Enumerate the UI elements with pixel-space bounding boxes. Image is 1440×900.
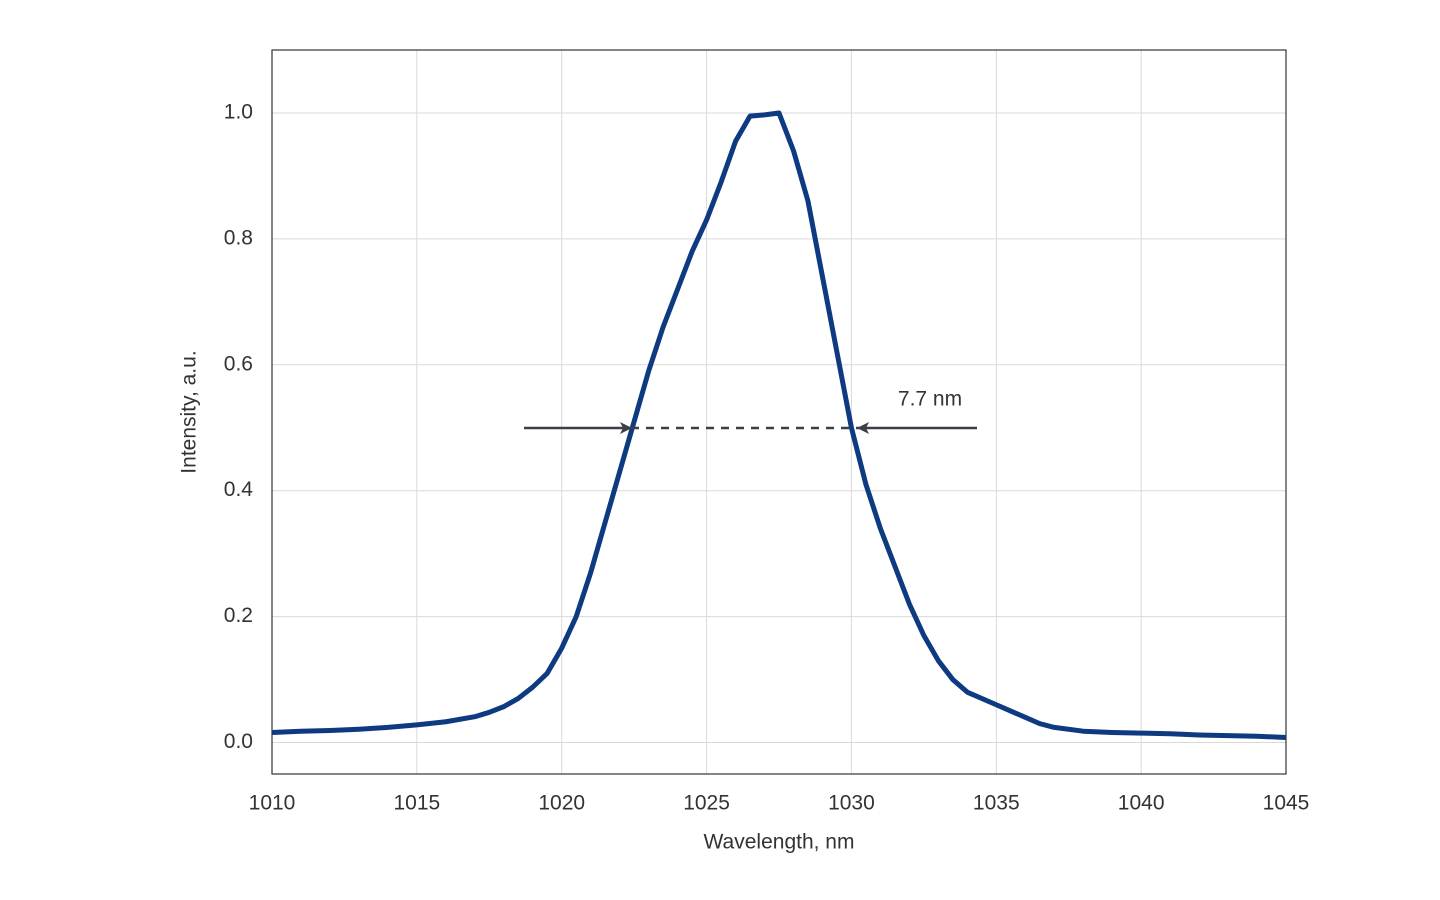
y-tick-label: 0.8 (224, 226, 253, 249)
fwhm-annotation: 7.7 nm (524, 388, 977, 434)
y-tick-label: 1.0 (224, 101, 253, 124)
x-tick-label: 1030 (828, 792, 875, 815)
plot-frame (271, 49, 1287, 775)
y-tick-label: 0.2 (224, 604, 253, 627)
y-tick-label: 0.0 (224, 730, 253, 753)
x-tick-label: 1025 (683, 792, 730, 815)
x-tick-label: 1045 (1263, 792, 1310, 815)
x-axis-label: Wavelength, nm (704, 831, 855, 854)
annotation: 7.7 nm (898, 388, 962, 411)
x-tick-label: 1015 (393, 792, 440, 815)
x-tick-label: 1020 (538, 792, 585, 815)
y-axis-label: Intensity, a.u. (178, 350, 201, 473)
x-tick-label: 1040 (1118, 792, 1165, 815)
data-line (271, 110, 1287, 740)
y-tick-label: 0.4 (224, 478, 254, 501)
grid (271, 50, 1287, 774)
x-tick-label: 1010 (249, 792, 296, 815)
x-tick-label: 1035 (973, 792, 1020, 815)
y-tick-label: 0.6 (224, 352, 253, 375)
